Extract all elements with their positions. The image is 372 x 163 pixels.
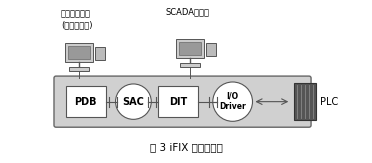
- Text: SCADA服务器: SCADA服务器: [165, 7, 209, 16]
- Bar: [158, 86, 198, 117]
- Bar: [69, 67, 89, 71]
- FancyBboxPatch shape: [54, 76, 311, 127]
- Bar: [68, 46, 90, 59]
- Circle shape: [213, 82, 253, 121]
- Bar: [66, 86, 106, 117]
- Text: PDB: PDB: [74, 97, 97, 107]
- Text: 客户浏览节点
(客户监控站): 客户浏览节点 (客户监控站): [61, 9, 92, 29]
- Text: SAC: SAC: [122, 97, 144, 107]
- Bar: [179, 42, 201, 55]
- Bar: [176, 39, 204, 58]
- Text: PLC: PLC: [320, 97, 338, 107]
- Bar: [95, 47, 105, 60]
- Bar: [294, 83, 316, 120]
- Bar: [206, 43, 216, 56]
- Text: I/O
Driver: I/O Driver: [219, 92, 246, 111]
- Text: 图 3 iFIX 数据流结构: 图 3 iFIX 数据流结构: [150, 142, 222, 152]
- Circle shape: [116, 84, 151, 119]
- Bar: [65, 43, 93, 62]
- Text: DIT: DIT: [169, 97, 187, 107]
- Bar: [180, 63, 200, 67]
